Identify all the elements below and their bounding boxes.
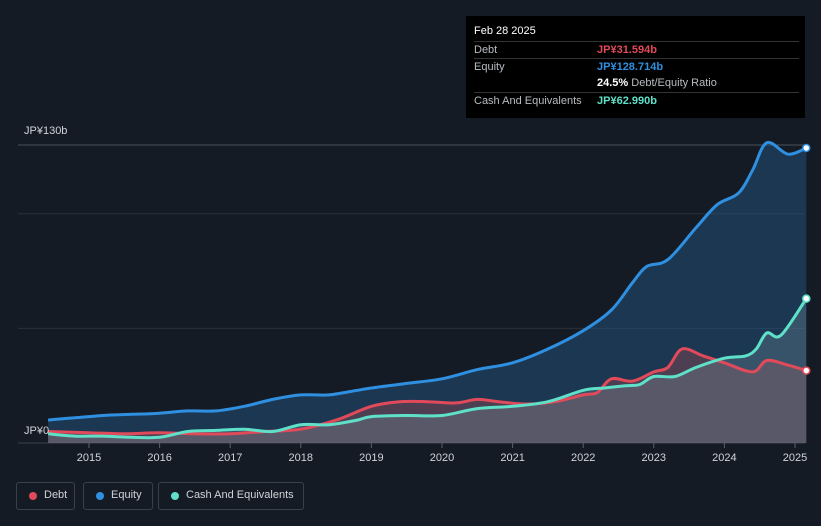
area-cash-and-equivalents (48, 298, 807, 443)
tooltip-row-equity: Equity JP¥128.714b (474, 58, 799, 75)
tooltip-date: Feb 28 2025 (474, 25, 536, 37)
tooltip-value-ratio: 24.5% (597, 77, 629, 89)
x-tick-label: 2023 (642, 452, 666, 464)
tooltip-value-equity: JP¥128.714b (597, 61, 664, 73)
x-tick-label: 2018 (289, 452, 313, 464)
tooltip-label-debt: Debt (474, 44, 498, 56)
legend-dot-cash (171, 492, 179, 500)
series-areas (48, 142, 807, 443)
legend-item-equity[interactable]: Equity (83, 482, 153, 510)
line-equity (47, 140, 807, 422)
x-tick-label: 2019 (359, 452, 383, 464)
data-tooltip: Feb 28 2025 Debt JP¥31.594b Equity JP¥12… (466, 16, 805, 118)
end-marker-equity (802, 143, 811, 153)
tooltip-value-cash: JP¥62.990b (597, 95, 657, 107)
x-tick-label: 2022 (571, 452, 595, 464)
legend-item-debt[interactable]: Debt (16, 482, 75, 510)
tooltip-label-equity: Equity (474, 61, 505, 73)
area-equity (48, 142, 807, 443)
legend-dot-equity (96, 492, 104, 500)
line-debt (48, 347, 807, 436)
x-tick-label: 2015 (77, 452, 101, 464)
tooltip-row-ratio: 24.5% Debt/Equity Ratio (474, 75, 799, 91)
grid (18, 144, 805, 444)
y-tick-label-bottom: JP¥0 (24, 425, 50, 437)
legend-item-cash[interactable]: Cash And Equivalents (158, 482, 304, 510)
tooltip-ratio-caption: Debt/Equity Ratio (631, 77, 717, 89)
line-cash-and-equivalents (47, 297, 808, 440)
legend-label-cash: Cash And Equivalents (186, 489, 294, 501)
area-debt (48, 348, 807, 443)
x-tick-label: 2020 (430, 452, 454, 464)
legend-label-equity: Equity (111, 489, 142, 501)
series-end-markers (802, 143, 811, 375)
y-tick-label-top: JP¥130b (24, 125, 68, 137)
end-marker-debt (802, 366, 811, 375)
legend-dot-debt (29, 492, 37, 500)
x-tick-label: 2017 (218, 452, 242, 464)
tooltip-row-cash: Cash And Equivalents JP¥62.990b (474, 92, 799, 109)
tooltip-value-debt: JP¥31.594b (597, 44, 657, 56)
series-lines (47, 140, 808, 440)
end-marker-cash-and-equivalents (802, 294, 811, 303)
tooltip-label-cash: Cash And Equivalents (474, 95, 582, 107)
legend-label-debt: Debt (44, 489, 68, 501)
x-tick-label: 2016 (147, 452, 171, 464)
x-tick-label: 2024 (712, 452, 736, 464)
tooltip-row-debt: Debt JP¥31.594b (474, 41, 799, 58)
x-axis: 2015 2016 2017 2018 2019 2020 2021 2022 2023 2024… (77, 443, 807, 464)
x-tick-label: 2021 (500, 452, 524, 464)
x-tick-label: 2025 (783, 452, 807, 464)
